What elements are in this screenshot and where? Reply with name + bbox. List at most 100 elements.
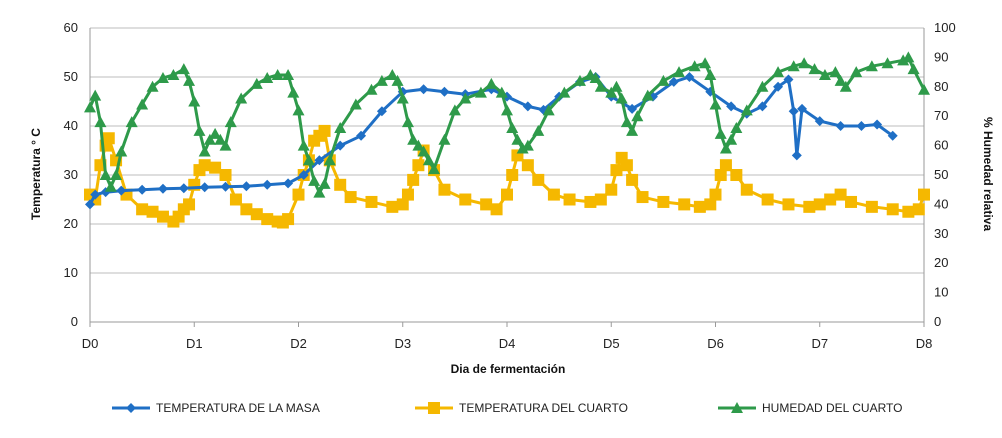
data-point-diamond xyxy=(726,101,737,112)
data-point-square xyxy=(240,203,253,216)
data-point-triangle xyxy=(834,74,847,86)
data-point-triangle xyxy=(740,104,753,116)
x-axis-title: Dia de fermentación xyxy=(451,362,566,376)
data-point-triangle xyxy=(725,133,738,145)
data-point-square xyxy=(918,188,930,201)
data-point-triangle xyxy=(511,133,524,145)
data-point-square xyxy=(318,124,331,137)
y2-axis-title: % Humedad relativa xyxy=(981,117,995,231)
data-point-square xyxy=(198,159,211,172)
data-point-diamond xyxy=(116,185,127,196)
data-point-triangle xyxy=(516,142,529,154)
data-point-diamond xyxy=(814,116,825,127)
data-point-square xyxy=(501,188,513,201)
data-point-triangle xyxy=(459,92,472,104)
data-point-triangle xyxy=(610,80,623,92)
data-point-triangle xyxy=(808,63,821,75)
legend: TEMPERATURA DE LA MASA TEMPERATURA DEL CU… xyxy=(112,401,902,415)
data-point-triangle xyxy=(417,145,430,157)
data-point-triangle xyxy=(198,145,211,157)
data-point-square xyxy=(912,203,925,216)
data-point-square xyxy=(719,159,732,172)
data-point-triangle xyxy=(881,57,894,69)
data-point-triangle xyxy=(94,116,107,128)
data-point-triangle xyxy=(391,74,404,86)
y2-tick-label: 30 xyxy=(934,226,948,241)
data-point-triangle xyxy=(719,142,732,154)
y2-tick-label: 100 xyxy=(934,20,956,35)
data-point-triangle xyxy=(349,98,362,110)
data-point-triangle xyxy=(219,139,232,151)
data-point-diamond xyxy=(241,181,252,192)
y2-tick-label: 0 xyxy=(934,314,941,329)
data-point-triangle xyxy=(594,80,607,92)
data-point-square xyxy=(521,159,534,172)
data-point-square xyxy=(428,402,440,414)
x-tick-label: D1 xyxy=(186,336,203,351)
data-point-triangle xyxy=(714,127,727,139)
y-tick-label: 20 xyxy=(64,216,78,231)
data-point-triangle xyxy=(308,174,321,186)
data-point-diamond xyxy=(788,106,799,117)
data-point-triangle xyxy=(401,116,414,128)
data-point-square xyxy=(532,173,545,186)
data-point-triangle xyxy=(787,60,800,72)
legend-label: HUMEDAD DEL CUARTO xyxy=(762,401,902,415)
data-point-triangle xyxy=(772,66,785,78)
data-point-triangle xyxy=(115,145,128,157)
data-point-diamond xyxy=(298,170,309,180)
data-point-diamond xyxy=(439,86,450,97)
data-point-triangle xyxy=(641,89,654,101)
data-point-triangle xyxy=(104,180,117,192)
data-point-triangle xyxy=(485,77,498,89)
data-point-diamond xyxy=(356,130,367,141)
data-point-diamond xyxy=(522,101,533,112)
data-point-triangle xyxy=(615,92,628,104)
data-point-triangle xyxy=(224,116,237,128)
data-point-triangle xyxy=(918,83,930,95)
data-point-triangle xyxy=(261,71,274,83)
data-point-square xyxy=(636,191,649,204)
data-point-square xyxy=(261,213,274,226)
y2-tick-label: 70 xyxy=(934,108,948,123)
y2-tick-label: 20 xyxy=(934,255,948,270)
x-tick-label: D5 xyxy=(603,336,620,351)
data-point-square xyxy=(438,183,451,196)
data-point-square xyxy=(824,193,837,206)
y-tick-label: 0 xyxy=(71,314,78,329)
data-point-triangle xyxy=(287,86,300,98)
data-point-square xyxy=(480,198,493,211)
data-point-square xyxy=(813,198,826,211)
data-point-triangle xyxy=(699,57,712,69)
data-point-square xyxy=(834,188,847,201)
data-point-square xyxy=(412,159,425,172)
x-tick-label: D4 xyxy=(499,336,516,351)
data-point-square xyxy=(678,198,691,211)
data-point-triangle xyxy=(183,74,196,86)
data-point-square xyxy=(563,193,576,206)
data-point-square xyxy=(610,164,623,177)
legend-label: TEMPERATURA DE LA MASA xyxy=(156,401,320,415)
data-point-square xyxy=(365,195,378,208)
data-point-square xyxy=(657,195,670,208)
data-point-triangle xyxy=(214,133,227,145)
data-point-diamond xyxy=(283,178,294,189)
legend-label: TEMPERATURA DEL CUARTO xyxy=(459,401,628,415)
data-point-triangle xyxy=(89,89,102,101)
y-axis-title: Temperatura ° C xyxy=(29,128,43,220)
data-point-diamond xyxy=(856,121,867,131)
data-point-diamond xyxy=(773,81,784,92)
data-point-square xyxy=(782,198,795,211)
data-point-square xyxy=(803,200,816,213)
data-point-diamond xyxy=(126,403,136,413)
data-point-triangle xyxy=(422,154,435,166)
data-point-triangle xyxy=(250,77,263,89)
data-point-triangle xyxy=(203,133,216,145)
data-point-triangle xyxy=(839,80,852,92)
data-point-diamond xyxy=(314,155,325,166)
data-point-square xyxy=(865,200,878,213)
data-point-square xyxy=(605,183,618,196)
data-point-square xyxy=(229,193,242,206)
data-point-triangle xyxy=(495,86,508,98)
